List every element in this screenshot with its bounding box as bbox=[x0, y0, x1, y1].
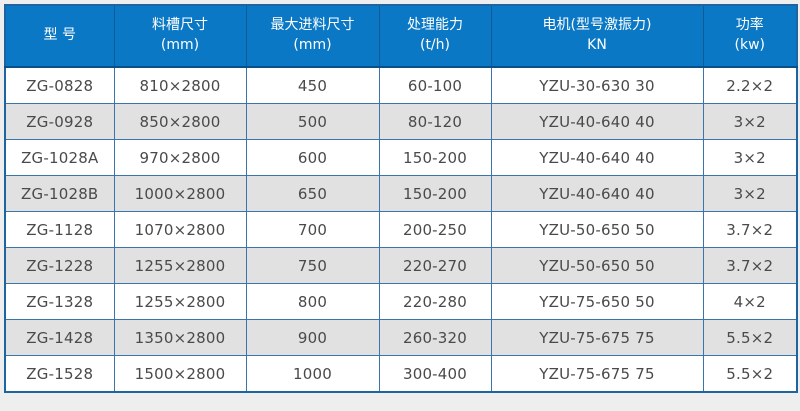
cell-power: 3×2 bbox=[702, 175, 798, 212]
cell-max-feed-size: 450 bbox=[245, 66, 380, 104]
cell-motor: YZU-50-650 50 bbox=[490, 247, 704, 284]
cell-capacity: 220-270 bbox=[378, 247, 492, 284]
cell-model: ZG-1128 bbox=[4, 211, 115, 248]
col-header-max-feed-size: 最大进料尺寸 (mm) bbox=[245, 4, 380, 68]
cell-trough-size: 1070×2800 bbox=[113, 211, 247, 248]
cell-max-feed-size: 700 bbox=[245, 211, 380, 248]
header-line1: 最大进料尺寸 bbox=[270, 17, 355, 34]
table-row: ZG-1128 1070×2800 700 200-250 YZU-50-650… bbox=[4, 211, 798, 248]
cell-trough-size: 970×2800 bbox=[113, 139, 247, 176]
cell-max-feed-size: 800 bbox=[245, 283, 380, 320]
col-header-trough-size: 料槽尺寸 (mm) bbox=[113, 4, 247, 68]
table-row: ZG-1028A 970×2800 600 150-200 YZU-40-640… bbox=[4, 139, 798, 176]
cell-capacity: 200-250 bbox=[378, 211, 492, 248]
cell-max-feed-size: 1000 bbox=[245, 355, 380, 393]
header-line2: KN bbox=[587, 37, 607, 53]
cell-motor: YZU-75-675 75 bbox=[490, 319, 704, 356]
cell-capacity: 150-200 bbox=[378, 175, 492, 212]
cell-trough-size: 810×2800 bbox=[113, 66, 247, 104]
col-header-model: 型 号 bbox=[4, 4, 115, 68]
cell-max-feed-size: 600 bbox=[245, 139, 380, 176]
cell-trough-size: 1500×2800 bbox=[113, 355, 247, 393]
header-line2: (mm) bbox=[293, 37, 332, 53]
cell-motor: YZU-40-640 40 bbox=[490, 175, 704, 212]
header-line2: (mm) bbox=[160, 37, 200, 53]
cell-model: ZG-0928 bbox=[4, 103, 115, 140]
cell-power: 5.5×2 bbox=[702, 319, 798, 356]
cell-model: ZG-1228 bbox=[4, 247, 115, 284]
spec-table: 型 号 料槽尺寸 (mm) 最大进料尺寸 (mm) 处理能力 (t/h) 电机(… bbox=[4, 4, 798, 393]
cell-motor: YZU-40-640 40 bbox=[490, 139, 704, 176]
table-row: ZG-1528 1500×2800 1000 300-400 YZU-75-67… bbox=[4, 355, 798, 393]
cell-trough-size: 1255×2800 bbox=[113, 283, 247, 320]
cell-power: 3.7×2 bbox=[702, 247, 798, 284]
header-line1: 功率 bbox=[735, 17, 764, 34]
header-line1: 电机(型号激振力) bbox=[542, 17, 652, 34]
header-line1: 料槽尺寸 bbox=[152, 17, 208, 34]
cell-capacity: 260-320 bbox=[378, 319, 492, 356]
cell-trough-size: 850×2800 bbox=[113, 103, 247, 140]
cell-power: 2.2×2 bbox=[702, 66, 798, 104]
cell-power: 5.5×2 bbox=[702, 355, 798, 393]
header-line1: 处理能力 bbox=[407, 17, 463, 34]
col-header-power: 功率 (kw) bbox=[702, 4, 798, 68]
table-row: ZG-0928 850×2800 500 80-120 YZU-40-640 4… bbox=[4, 103, 798, 140]
cell-model: ZG-1428 bbox=[4, 319, 115, 356]
cell-model: ZG-0828 bbox=[4, 66, 115, 104]
cell-motor: YZU-30-630 30 bbox=[490, 66, 704, 104]
cell-motor: YZU-50-650 50 bbox=[490, 211, 704, 248]
cell-motor: YZU-40-640 40 bbox=[490, 103, 704, 140]
header-row: 型 号 料槽尺寸 (mm) 最大进料尺寸 (mm) 处理能力 (t/h) 电机(… bbox=[4, 4, 798, 68]
cell-power: 4×2 bbox=[702, 283, 798, 320]
col-header-motor: 电机(型号激振力) KN bbox=[490, 4, 704, 68]
table-row: ZG-1028B 1000×2800 650 150-200 YZU-40-64… bbox=[4, 175, 798, 212]
cell-max-feed-size: 500 bbox=[245, 103, 380, 140]
cell-model: ZG-1528 bbox=[4, 355, 115, 393]
cell-model: ZG-1328 bbox=[4, 283, 115, 320]
cell-trough-size: 1255×2800 bbox=[113, 247, 247, 284]
header-line2: (t/h) bbox=[419, 37, 450, 53]
table-body: ZG-0828 810×2800 450 60-100 YZU-30-630 3… bbox=[4, 66, 798, 393]
header-line1: 型 号 bbox=[43, 27, 76, 44]
cell-motor: YZU-75-650 50 bbox=[490, 283, 704, 320]
cell-motor: YZU-75-675 75 bbox=[490, 355, 704, 393]
table-row: ZG-1428 1350×2800 900 260-320 YZU-75-675… bbox=[4, 319, 798, 356]
col-header-capacity: 处理能力 (t/h) bbox=[378, 4, 492, 68]
cell-capacity: 300-400 bbox=[378, 355, 492, 393]
table-header: 型 号 料槽尺寸 (mm) 最大进料尺寸 (mm) 处理能力 (t/h) 电机(… bbox=[4, 4, 798, 68]
cell-max-feed-size: 750 bbox=[245, 247, 380, 284]
cell-capacity: 80-120 bbox=[378, 103, 492, 140]
cell-max-feed-size: 900 bbox=[245, 319, 380, 356]
cell-model: ZG-1028B bbox=[4, 175, 115, 212]
cell-model: ZG-1028A bbox=[4, 139, 115, 176]
cell-capacity: 150-200 bbox=[378, 139, 492, 176]
table-row: ZG-1228 1255×2800 750 220-270 YZU-50-650… bbox=[4, 247, 798, 284]
cell-power: 3×2 bbox=[702, 103, 798, 140]
cell-capacity: 220-280 bbox=[378, 283, 492, 320]
cell-max-feed-size: 650 bbox=[245, 175, 380, 212]
cell-trough-size: 1350×2800 bbox=[113, 319, 247, 356]
cell-trough-size: 1000×2800 bbox=[113, 175, 247, 212]
table-row: ZG-0828 810×2800 450 60-100 YZU-30-630 3… bbox=[4, 66, 798, 104]
header-line2: (kw) bbox=[734, 37, 765, 53]
cell-power: 3×2 bbox=[702, 139, 798, 176]
table-row: ZG-1328 1255×2800 800 220-280 YZU-75-650… bbox=[4, 283, 798, 320]
cell-power: 3.7×2 bbox=[702, 211, 798, 248]
cell-capacity: 60-100 bbox=[378, 66, 492, 104]
